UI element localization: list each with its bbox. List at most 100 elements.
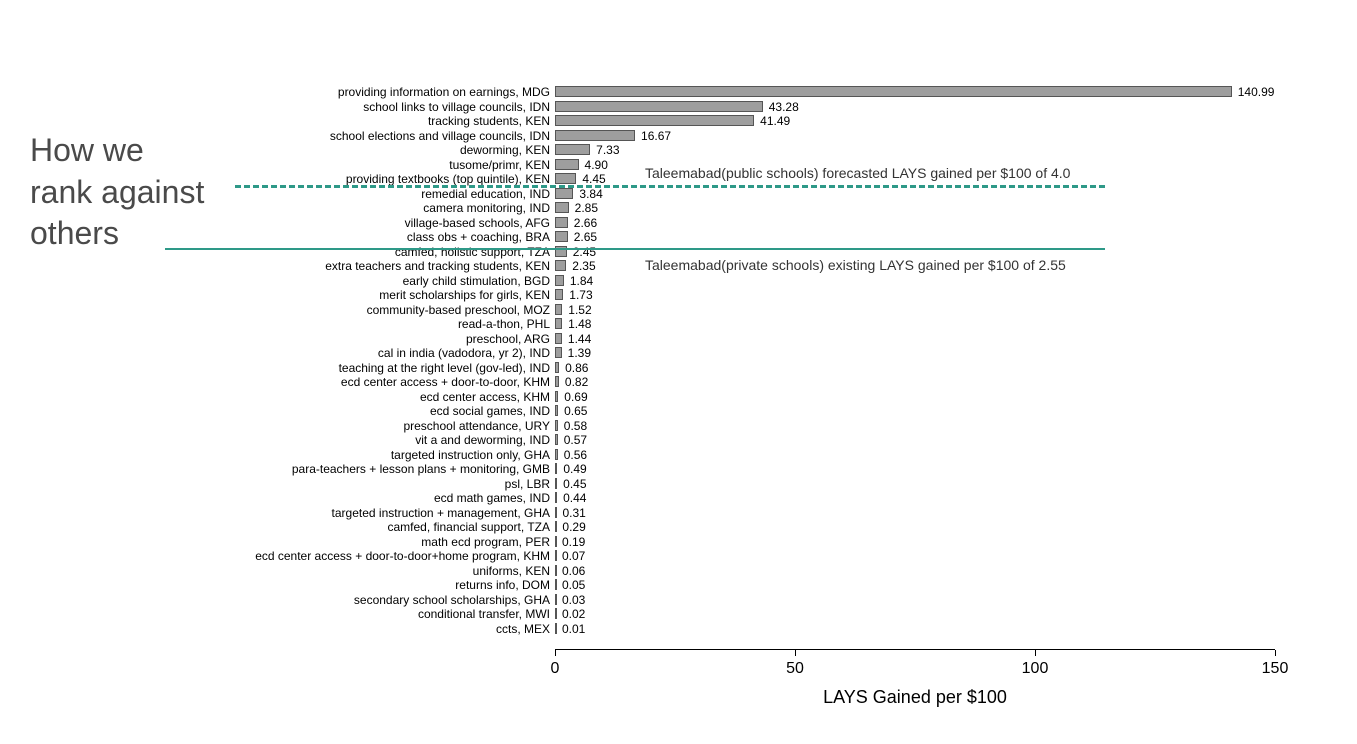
- bar-label: remedial education, IND: [421, 187, 550, 201]
- bar-label: preschool, ARG: [466, 332, 550, 346]
- bar-row: conditional transfer, MWI0.02: [555, 607, 1275, 621]
- bar-rect: [555, 376, 559, 387]
- bar-value: 140.99: [1238, 85, 1275, 99]
- bar-value: 4.90: [585, 158, 608, 172]
- bar-label: returns info, DOM: [455, 578, 550, 592]
- x-tick: [1275, 650, 1276, 656]
- bar-value: 0.57: [564, 433, 587, 447]
- bar-label: secondary school scholarships, GHA: [354, 593, 550, 607]
- bar-value: 4.45: [582, 172, 605, 186]
- bar-rect: [555, 449, 558, 460]
- bar-row: ecd center access, KHM0.69: [555, 390, 1275, 404]
- bar-value: 2.85: [575, 201, 598, 215]
- bar-label: uniforms, KEN: [473, 564, 550, 578]
- bar-rect: [555, 478, 557, 489]
- bar-rect: [555, 521, 557, 532]
- bar-row: preschool attendance, URY0.58: [555, 419, 1275, 433]
- bar-rect: [555, 275, 564, 286]
- bar-label: psl, LBR: [505, 477, 550, 491]
- bar-value: 0.65: [564, 404, 587, 418]
- bar-row: school elections and village councils, I…: [555, 129, 1275, 143]
- bar-label: providing information on earnings, MDG: [338, 85, 550, 99]
- bar-row: preschool, ARG1.44: [555, 332, 1275, 346]
- bar-row: ccts, MEX0.01: [555, 622, 1275, 636]
- bar-label: ecd center access, KHM: [420, 390, 550, 404]
- bar-value: 1.84: [570, 274, 593, 288]
- bar-label: ecd math games, IND: [434, 491, 550, 505]
- bar-label: teaching at the right level (gov-led), I…: [339, 361, 550, 375]
- bar-value: 0.86: [565, 361, 588, 375]
- bar-rect: [555, 202, 569, 213]
- bar-label: extra teachers and tracking students, KE…: [325, 259, 550, 273]
- bar-rect: [555, 289, 563, 300]
- reference-line: [165, 248, 1105, 250]
- bar-row: deworming, KEN7.33: [555, 143, 1275, 157]
- bar-label: merit scholarships for girls, KEN: [379, 288, 550, 302]
- bar-rect: [555, 144, 590, 155]
- bar-label: conditional transfer, MWI: [418, 607, 550, 621]
- bar-rect: [555, 159, 579, 170]
- bar-label: ecd social games, IND: [430, 404, 550, 418]
- x-axis-line: [555, 649, 1275, 650]
- bar-row: returns info, DOM0.05: [555, 578, 1275, 592]
- bar-rect: [555, 318, 562, 329]
- reference-line: [235, 185, 1105, 188]
- bar-rect: [555, 536, 557, 547]
- bar-chart: LAYS Gained per $100 providing informati…: [250, 80, 1310, 700]
- bar-label: tusome/primr, KEN: [449, 158, 550, 172]
- bar-rect: [555, 260, 566, 271]
- bar-label: ccts, MEX: [496, 622, 550, 636]
- bar-row: providing information on earnings, MDG14…: [555, 85, 1275, 99]
- bar-rect: [555, 434, 558, 445]
- bar-rect: [555, 188, 573, 199]
- bar-value: 2.66: [574, 216, 597, 230]
- bar-label: cal in india (vadodora, yr 2), IND: [378, 346, 550, 360]
- x-axis-title: LAYS Gained per $100: [823, 687, 1007, 708]
- bar-rect: [555, 115, 754, 126]
- x-tick-label: 50: [786, 660, 804, 678]
- bar-value: 2.65: [574, 230, 597, 244]
- bar-label: targeted instruction + management, GHA: [332, 506, 550, 520]
- bar-rect: [555, 86, 1232, 97]
- bar-label: school elections and village councils, I…: [330, 129, 550, 143]
- x-tick: [795, 650, 796, 656]
- plot-area: LAYS Gained per $100 providing informati…: [555, 85, 1275, 650]
- bar-value: 2.45: [573, 245, 596, 259]
- bar-label: class obs + coaching, BRA: [407, 230, 550, 244]
- bar-rect: [555, 347, 562, 358]
- bar-label: read-a-thon, PHL: [458, 317, 550, 331]
- bar-row: targeted instruction + management, GHA0.…: [555, 506, 1275, 520]
- bar-value: 16.67: [641, 129, 671, 143]
- bar-value: 0.19: [562, 535, 585, 549]
- bar-label: ecd center access + door-to-door, KHM: [341, 375, 550, 389]
- bar-label: village-based schools, AFG: [405, 216, 550, 230]
- bar-row: camera monitoring, IND2.85: [555, 201, 1275, 215]
- bar-row: targeted instruction only, GHA0.56: [555, 448, 1275, 462]
- bar-label: community-based preschool, MOZ: [367, 303, 550, 317]
- bar-value: 0.31: [562, 506, 585, 520]
- bar-rect: [555, 565, 557, 576]
- bar-value: 0.07: [562, 549, 585, 563]
- bar-value: 0.58: [564, 419, 587, 433]
- reference-annotation: Taleemabad(public schools) forecasted LA…: [645, 165, 1070, 181]
- bar-value: 1.39: [568, 346, 591, 360]
- bar-row: village-based schools, AFG2.66: [555, 216, 1275, 230]
- bar-row: ecd center access + door-to-door+home pr…: [555, 549, 1275, 563]
- bar-rect: [555, 594, 557, 605]
- reference-annotation: Taleemabad(private schools) existing LAY…: [645, 257, 1066, 273]
- bar-rect: [555, 391, 558, 402]
- bar-label: camfed, holistic support, TZA: [395, 245, 550, 259]
- bar-rect: [555, 579, 557, 590]
- bar-value: 1.52: [568, 303, 591, 317]
- bar-rect: [555, 507, 557, 518]
- bar-value: 2.35: [572, 259, 595, 273]
- bar-row: uniforms, KEN0.06: [555, 564, 1275, 578]
- bar-label: camera monitoring, IND: [423, 201, 550, 215]
- bar-value: 41.49: [760, 114, 790, 128]
- bar-value: 0.56: [564, 448, 587, 462]
- bar-value: 0.69: [564, 390, 587, 404]
- bar-label: camfed, financial support, TZA: [387, 520, 550, 534]
- bar-row: cal in india (vadodora, yr 2), IND1.39: [555, 346, 1275, 360]
- bar-rect: [555, 130, 635, 141]
- bar-row: psl, LBR0.45: [555, 477, 1275, 491]
